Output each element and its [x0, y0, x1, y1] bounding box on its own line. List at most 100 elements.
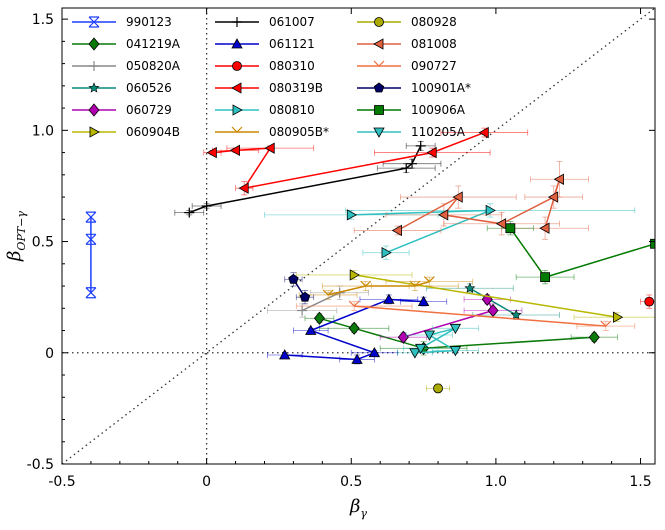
x-tick-label: 1.0: [485, 474, 507, 490]
data-point: [305, 324, 317, 335]
series-line: [319, 317, 595, 350]
series-line: [354, 305, 606, 327]
data-point: [426, 146, 437, 159]
legend-marker: [89, 61, 99, 71]
legend-label: 100901A*: [411, 81, 471, 95]
y-tick-label: -0.5: [27, 457, 54, 473]
legend-marker: [232, 61, 242, 71]
data-point: [600, 320, 612, 327]
data-point: [313, 311, 325, 325]
legend-label: 110205A: [411, 125, 466, 139]
data-point: [401, 163, 412, 174]
data-point: [478, 126, 489, 139]
legend-entry: 060526: [72, 81, 172, 95]
legend-marker: [373, 60, 385, 67]
legend-marker: [231, 82, 242, 94]
legend-label: 060904B: [126, 125, 180, 139]
data-point: [612, 311, 624, 323]
legend-marker: [88, 82, 100, 93]
legend-entry: 061007: [215, 15, 315, 29]
legend-label: 080905B*: [269, 125, 329, 139]
data-point: [297, 305, 308, 316]
legend-label: 080810: [269, 103, 315, 117]
legend-entry: 990123: [72, 15, 172, 29]
data-point: [485, 204, 496, 217]
data-point: [510, 309, 522, 320]
legend-entry: 080310: [215, 59, 315, 73]
series-layer: [85, 126, 655, 394]
data-point: [279, 349, 291, 360]
data-point: [449, 346, 462, 357]
series-line: [351, 209, 491, 254]
series-080905B*: [298, 276, 474, 300]
series-line: [284, 298, 424, 361]
data-point: [539, 222, 550, 234]
x-tick-label: -0.5: [48, 474, 75, 490]
data-point: [423, 330, 436, 341]
data-point: [588, 330, 600, 344]
legend: 990123 041219A 050820A 060526 060729 060904B 0…: [72, 15, 471, 139]
series-line: [327, 280, 430, 296]
data-point: [415, 140, 426, 151]
data-point: [322, 289, 334, 296]
identity-line: [62, 8, 655, 464]
legend-label: 081008: [411, 37, 457, 51]
data-point: [351, 353, 363, 364]
data-point: [452, 191, 463, 203]
legend-label: 090727: [411, 59, 457, 73]
data-point: [85, 211, 97, 223]
legend-marker: [373, 38, 384, 50]
legend-marker: [88, 16, 100, 28]
data-point: [360, 280, 372, 287]
series-line: [301, 292, 341, 312]
legend-marker: [232, 104, 243, 116]
legend-entry: 081008: [357, 37, 457, 51]
data-point: [299, 291, 311, 302]
data-point: [85, 287, 97, 299]
legend-entry: 050820A: [72, 59, 181, 73]
data-point: [438, 209, 449, 221]
series-080810: [264, 203, 636, 260]
data-point: [346, 209, 358, 221]
data-point: [553, 173, 564, 185]
legend-marker: [373, 82, 385, 93]
data-point: [383, 293, 395, 304]
reference-lines: [62, 8, 655, 464]
data-point: [349, 269, 360, 281]
data-point: [264, 142, 275, 154]
legend-label: 061121: [269, 37, 315, 51]
y-tick-label: 0: [45, 346, 54, 362]
series-990123: [85, 211, 97, 299]
legend-marker: [89, 126, 100, 138]
series-line: [509, 227, 655, 279]
legend-marker: [231, 126, 243, 133]
legend-label: 041219A: [126, 37, 181, 51]
y-tick-label: 0.5: [32, 235, 54, 251]
series-line: [403, 299, 495, 338]
legend-entry: 041219A: [72, 37, 181, 51]
data-point: [85, 233, 97, 245]
data-point: [206, 146, 217, 159]
data-point: [381, 247, 392, 259]
legend-entry: 100901A*: [357, 81, 471, 95]
plot-frame: [61, 7, 656, 465]
series-090727: [295, 300, 636, 331]
y-tick-label: 1.5: [32, 12, 54, 28]
series-080928: [426, 383, 451, 394]
legend-label: 061007: [269, 15, 315, 29]
legend-label: 080319B: [269, 81, 323, 95]
legend-marker: [88, 37, 100, 51]
data-point: [644, 296, 655, 307]
data-point: [348, 321, 360, 335]
data-point: [505, 223, 516, 234]
series-100906A: [486, 221, 655, 285]
data-point: [348, 300, 360, 307]
legend-entry: 060729: [72, 103, 172, 117]
data-point: [495, 218, 507, 230]
data-point: [464, 282, 476, 293]
legend-marker: [374, 17, 384, 27]
series-061121: [266, 293, 448, 365]
data-point: [238, 182, 249, 194]
legend-entry: 110205A: [357, 125, 466, 139]
